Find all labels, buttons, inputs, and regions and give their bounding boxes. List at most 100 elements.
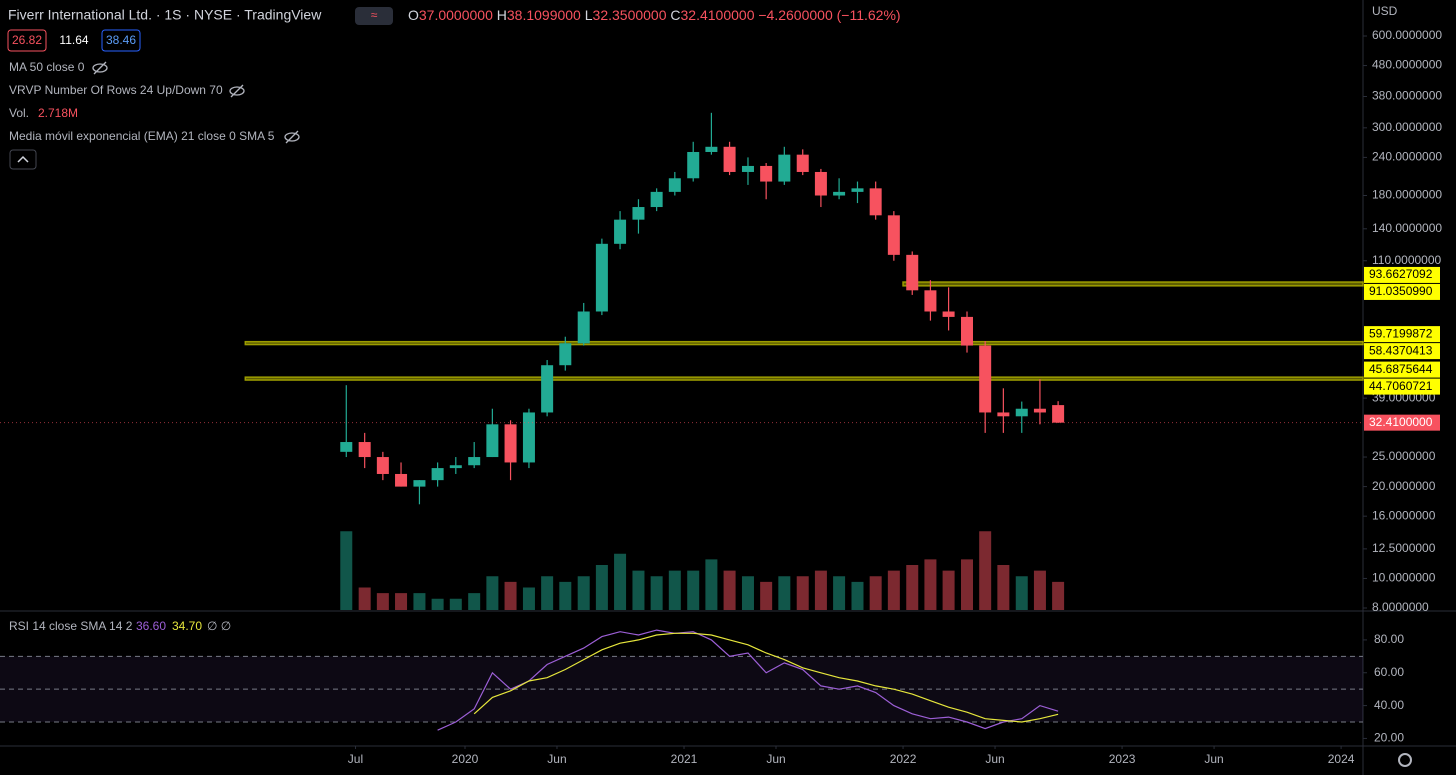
collapse-button[interactable] bbox=[9, 149, 37, 170]
ohlc-key: O bbox=[408, 7, 419, 23]
volume-bar bbox=[1015, 576, 1028, 610]
candle-body bbox=[906, 254, 919, 291]
volume-bar bbox=[486, 576, 499, 610]
candle-body bbox=[340, 442, 353, 452]
volume-bar bbox=[760, 581, 773, 610]
volume-bar bbox=[1033, 570, 1046, 610]
volume-bar bbox=[924, 559, 937, 610]
y-tick-label: 8.0000000 bbox=[1372, 600, 1429, 614]
level-zone bbox=[244, 376, 1364, 381]
candle-body bbox=[961, 316, 974, 346]
level-label: 91.0350990 bbox=[1369, 284, 1433, 298]
level-label-bg bbox=[1364, 326, 1440, 343]
rsi-band bbox=[0, 656, 1363, 723]
volume-bar bbox=[723, 570, 736, 610]
y-tick-label: 180.0000000 bbox=[1372, 188, 1442, 202]
volume-bar bbox=[778, 576, 791, 610]
x-tick-label: 2020 bbox=[452, 752, 479, 766]
volume-bar bbox=[705, 559, 718, 610]
last-price-label: 32.4100000 bbox=[1369, 415, 1433, 429]
ohlc-value: 32.4100000 bbox=[681, 7, 755, 23]
legend-vol-value: 2.718M bbox=[38, 106, 78, 120]
candle-body bbox=[1033, 408, 1046, 413]
rsi-values-line bbox=[437, 629, 1059, 731]
level-label: 93.6627092 bbox=[1369, 267, 1433, 281]
candle-body bbox=[1015, 408, 1028, 417]
ohlc-key: L bbox=[585, 7, 593, 23]
rsi-legend: RSI 14 close SMA 14 2 bbox=[9, 619, 133, 633]
rsi-tick-label: 60.00 bbox=[1374, 665, 1404, 679]
candle-body bbox=[504, 424, 517, 463]
volume-bar bbox=[413, 593, 426, 610]
ask: 38.46 bbox=[106, 33, 136, 47]
candle-body bbox=[431, 468, 444, 481]
y-tick-label: 25.0000000 bbox=[1372, 449, 1436, 463]
candle-body bbox=[668, 178, 681, 192]
candle-body bbox=[833, 191, 846, 196]
volume-bar bbox=[522, 587, 535, 610]
y-tick-label: 480.0000000 bbox=[1372, 58, 1442, 72]
volume-bar bbox=[997, 565, 1010, 610]
settings-icon[interactable] bbox=[1398, 753, 1412, 767]
volume-bar bbox=[577, 576, 590, 610]
candle-body bbox=[614, 219, 627, 244]
volume-bar bbox=[906, 565, 919, 610]
collapse-icon bbox=[17, 155, 29, 163]
volume-bar bbox=[668, 570, 681, 610]
candle-body bbox=[577, 311, 590, 344]
currency[interactable]: USD bbox=[1372, 4, 1398, 18]
volume-bar bbox=[449, 598, 462, 610]
candle-body bbox=[851, 188, 864, 192]
level-label: 44.7060721 bbox=[1369, 379, 1433, 393]
hide-icons[interactable] bbox=[92, 61, 300, 144]
rsi-sma-line bbox=[473, 632, 1059, 723]
level-zone bbox=[244, 340, 1364, 346]
volume-bar bbox=[814, 570, 827, 610]
volume-bar bbox=[395, 593, 408, 610]
volume-bar bbox=[340, 531, 353, 610]
volume-bar bbox=[504, 581, 517, 610]
y-tick-label: 12.5000000 bbox=[1372, 541, 1436, 555]
y-tick-label: 300.0000000 bbox=[1372, 120, 1442, 134]
rsi-tick-label: 80.00 bbox=[1374, 632, 1404, 646]
volume-bar bbox=[595, 565, 608, 610]
ohlc-key: C bbox=[670, 7, 680, 23]
volume-bar bbox=[796, 576, 809, 610]
candle-body bbox=[778, 154, 791, 182]
marks bbox=[0, 112, 1364, 731]
candle-body bbox=[814, 171, 827, 196]
volume-bar bbox=[741, 576, 754, 610]
legend-ema: Media móvil exponencial (EMA) 21 close 0… bbox=[9, 129, 275, 143]
volume-bar bbox=[541, 576, 554, 610]
volume-bar bbox=[869, 576, 882, 610]
ohlc-values: O37.0000000 H38.1099000 L32.3500000 C32.… bbox=[408, 7, 901, 23]
y-tick-label: 140.0000000 bbox=[1372, 221, 1442, 235]
level-zone bbox=[902, 281, 1364, 287]
volume-bar bbox=[650, 576, 663, 610]
candle-body bbox=[395, 473, 408, 487]
bid-box[interactable] bbox=[7, 29, 47, 52]
x-tick-label: Jun bbox=[547, 752, 566, 766]
candle-body bbox=[887, 215, 900, 255]
x-tick-label: Jul bbox=[348, 752, 363, 766]
ask-box[interactable] bbox=[101, 29, 141, 52]
y-tick-label: 10.0000000 bbox=[1372, 571, 1436, 585]
candle-body bbox=[942, 311, 955, 317]
y-tick-label: 20.0000000 bbox=[1372, 479, 1436, 493]
status-button[interactable] bbox=[355, 7, 393, 25]
rsi-tick-label: 40.00 bbox=[1374, 698, 1404, 712]
volume-bar bbox=[614, 553, 627, 610]
symbol-title: Fiverr International Ltd. · 1S · NYSE · … bbox=[8, 7, 322, 23]
volume-bar bbox=[961, 559, 974, 610]
y-tick-label: 240.0000000 bbox=[1372, 150, 1442, 164]
candle-body bbox=[559, 343, 572, 366]
candle-body bbox=[997, 412, 1010, 417]
candle-body bbox=[376, 457, 389, 474]
legend-vol: Vol. bbox=[9, 106, 29, 120]
spread: 11.64 bbox=[59, 33, 88, 47]
x-tick-label: 2022 bbox=[890, 752, 917, 766]
ohlc-value: 32.3500000 bbox=[593, 7, 667, 23]
candle-body bbox=[650, 191, 663, 208]
candle-body bbox=[413, 480, 426, 487]
y-tick-label: 110.0000000 bbox=[1372, 253, 1442, 267]
